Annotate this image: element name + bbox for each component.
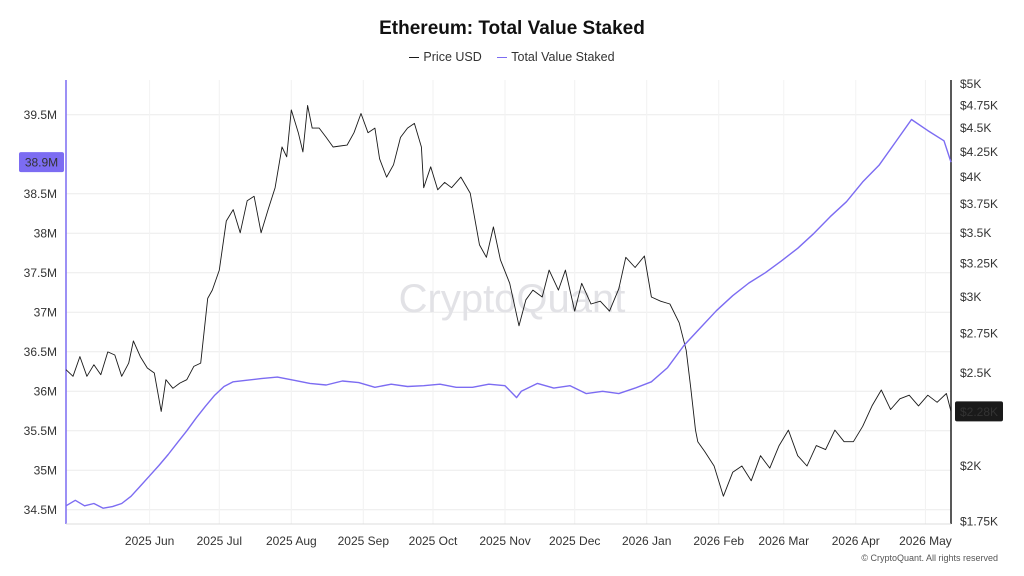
- y-left-tick-label: 38M: [34, 226, 57, 240]
- watermark: CryptoQuant: [399, 277, 626, 321]
- x-tick-label: 2025 Oct: [409, 534, 458, 548]
- y-right-tick-label: $3.75K: [960, 197, 998, 211]
- y-left-tick-label: 37M: [34, 305, 57, 319]
- x-tick-label: 2026 Mar: [758, 534, 809, 548]
- y-right-tick-label: $3.5K: [960, 226, 991, 240]
- y-left-tick-label: 38.5M: [24, 187, 57, 201]
- axes: [65, 80, 952, 525]
- current-price-label: $2.28K: [960, 405, 998, 419]
- y-right-tick-label: $4.5K: [960, 121, 991, 135]
- x-tick-label: 2025 Sep: [338, 534, 390, 548]
- current-price-badge: [955, 401, 1003, 422]
- y-right-tick-label: $3.25K: [960, 257, 998, 271]
- x-tick-label: 2026 Feb: [693, 534, 744, 548]
- y-right-tick-label: $2K: [960, 459, 981, 473]
- y-left-tick-label: 39.5M: [24, 108, 57, 122]
- current-staked-label: 38.9M: [25, 156, 58, 170]
- y-right-tick-label: $3K: [960, 290, 981, 304]
- x-tick-label: 2025 Aug: [266, 534, 317, 548]
- x-tick-label: 2025 Nov: [479, 534, 530, 548]
- y-left-tick-label: 35.5M: [24, 424, 57, 438]
- y-left-tick-label: 36M: [34, 384, 57, 398]
- y-left-tick-label: 35M: [34, 463, 57, 477]
- y-right-tick-label: $1.75K: [960, 515, 998, 529]
- legend-label-price: Price USD: [423, 50, 482, 64]
- y-left-tick-label: 36.5M: [24, 345, 57, 359]
- x-tick-label: 2026 May: [899, 534, 952, 548]
- x-tick-label: 2026 Apr: [832, 534, 880, 548]
- legend-item-staked[interactable]: Total Value Staked: [497, 50, 615, 64]
- legend-swatch-price: [409, 57, 420, 59]
- y-right-tick-label: $4K: [960, 170, 981, 184]
- legend-swatch-staked: [497, 57, 508, 59]
- legend-item-price[interactable]: Price USD: [409, 50, 482, 64]
- series-line-price-usd: [65, 105, 952, 497]
- tick-labels: 39.5M 38.5M 38M 37.5M 37M 36.5M 36M 35.5M 35M 34.…: [19, 77, 1003, 548]
- series-line-total-value-staked: [65, 118, 952, 509]
- x-tick-label: 2025 Jun: [125, 534, 174, 548]
- y-left-tick-label: 37.5M: [24, 266, 57, 280]
- y-right-tick-label: $2.5K: [960, 366, 991, 380]
- x-tick-label: 2026 Jan: [622, 534, 671, 548]
- y-left-tick-label: 34.5M: [24, 503, 57, 517]
- y-right-tick-label: $5K: [960, 77, 981, 91]
- x-tick-label: 2025 Jul: [197, 534, 242, 548]
- legend: Price USD Total Value Staked: [0, 50, 1024, 64]
- current-staked-badge: [19, 152, 64, 173]
- y-right-tick-label: $4.75K: [960, 99, 998, 113]
- series-lines: [65, 105, 952, 509]
- copyright-text: © CryptoQuant. All rights reserved: [861, 553, 998, 563]
- legend-label-staked: Total Value Staked: [511, 50, 615, 64]
- y-right-tick-label: $4.25K: [960, 145, 998, 159]
- gridlines: [66, 80, 951, 524]
- y-right-tick-label: $2.75K: [960, 326, 998, 340]
- x-tick-label: 2025 Dec: [549, 534, 600, 548]
- chart-title: Ethereum: Total Value Staked: [379, 18, 645, 39]
